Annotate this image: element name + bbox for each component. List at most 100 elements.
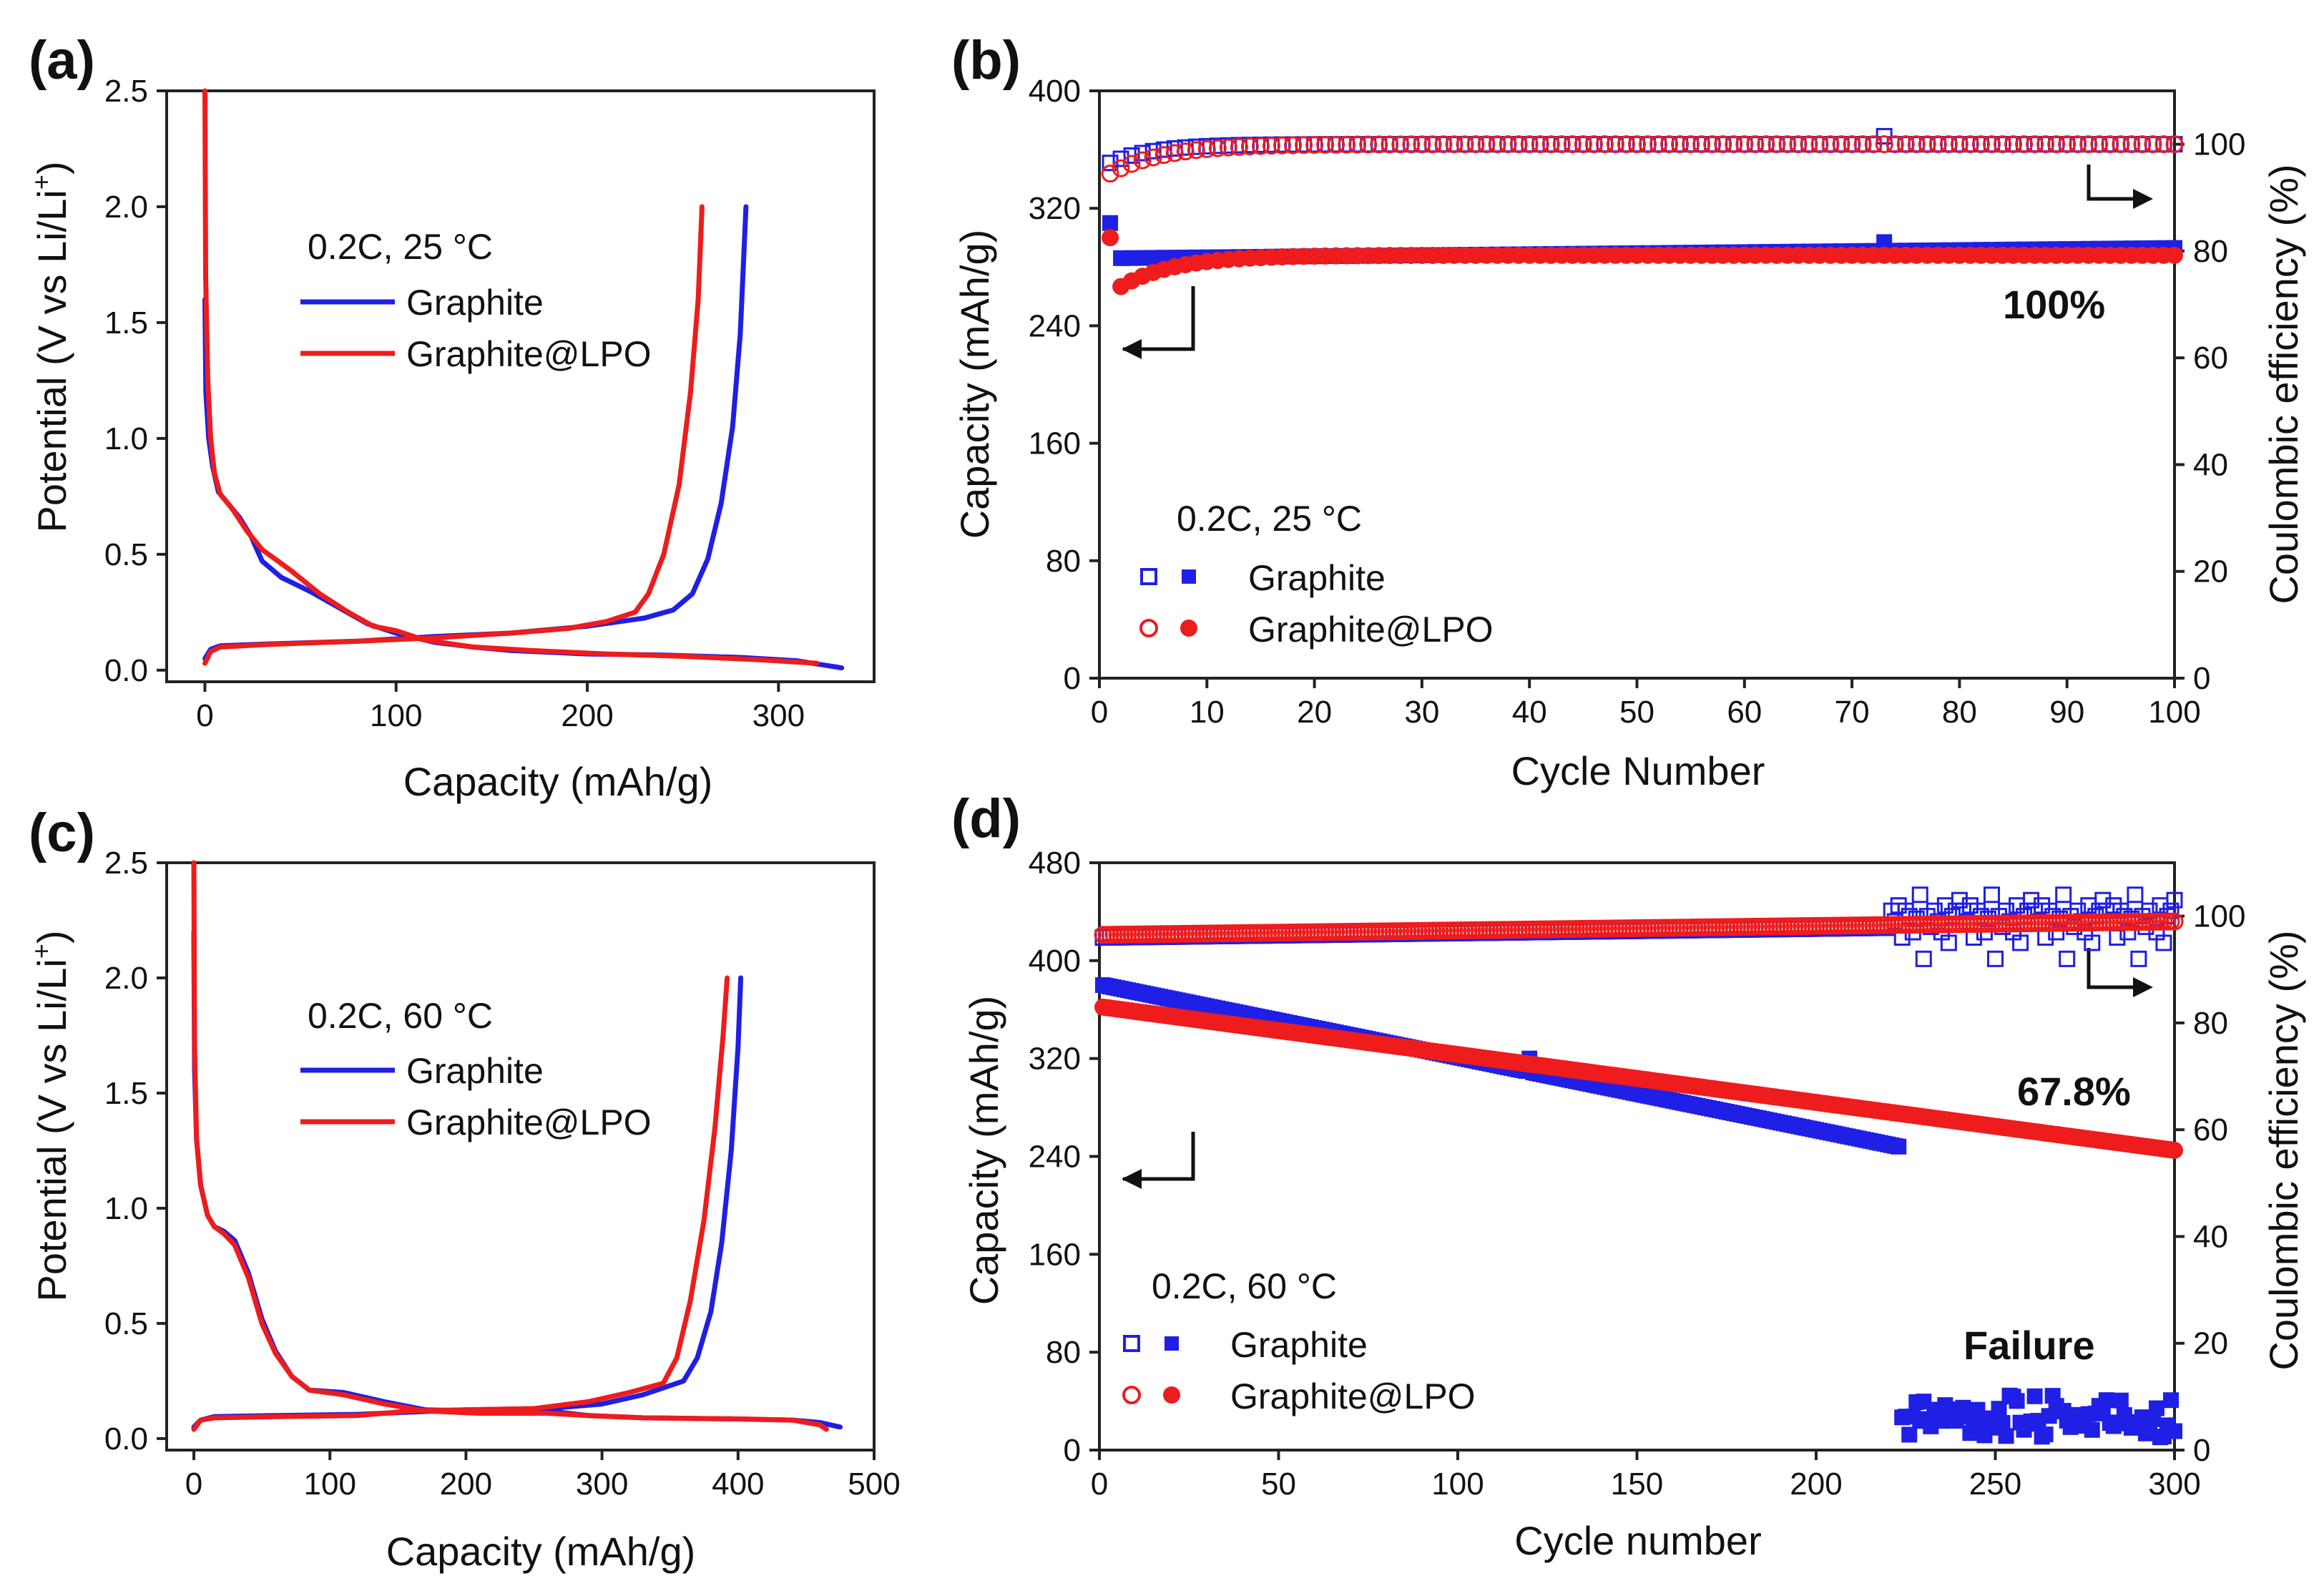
- panel-d-graphite-failure-marker: [1998, 1428, 2014, 1444]
- panel-d-arrow-left-line: [1123, 1132, 1195, 1181]
- panel-a-ylabel-close: ): [29, 161, 74, 175]
- panel-b-graphite-lpo-ce-marker: [2047, 135, 2066, 154]
- panel-d-xtick-label: 250: [1969, 1467, 2021, 1502]
- panel-c-legend-graphite: Graphite: [406, 1051, 544, 1091]
- panel-d-graphite-ce-marker: [2155, 934, 2172, 951]
- panel-b-graphite-lpo-ce-marker: [1230, 137, 1248, 156]
- panel-b-legend-title: 0.2C, 25 °C: [1177, 499, 1362, 539]
- panel-b-graphite-lpo-ce-marker: [1552, 135, 1571, 154]
- panel-d-graphite-failure-marker: [1994, 1415, 2011, 1431]
- panel-b-graphite-lpo-ce-marker: [1789, 135, 1808, 154]
- panel-b-graphite-lpo-ce-marker: [1660, 135, 1679, 154]
- panel-b-graphite-lpo-ce-marker: [1864, 135, 1883, 154]
- panel-d-y2label: Coulombic efficiency (%): [2261, 930, 2306, 1370]
- panel-b-graphite-lpo-ce-marker: [1757, 135, 1775, 154]
- panel-b-graphite-lpo-ce-marker: [1628, 135, 1646, 154]
- panel-d-xtick-label: 50: [1261, 1467, 1296, 1502]
- panel-b-graphite-lpo-ce-marker: [1982, 135, 2001, 154]
- panel-a-ylabel: Potential (V vs Li/Li+): [26, 161, 74, 532]
- panel-a-label: (a): [29, 30, 95, 91]
- panel-b-graphite-lpo-ce-marker: [1219, 138, 1237, 157]
- panel-b-graphite-lpo-ce-marker: [1714, 135, 1732, 154]
- panel-b-graphite-lpo-ce-marker: [1509, 135, 1528, 154]
- panel-d-graphite-failure-marker: [2037, 1426, 2054, 1443]
- panel-d-graphite-failure-marker: [1991, 1401, 2007, 1417]
- panel-a-legend-graphite: Graphite: [406, 283, 544, 323]
- panel-d-graphite-ce-marker: [2059, 950, 2076, 967]
- panel-d-legend-open-square: [1123, 1335, 1140, 1352]
- panel-b-graphite-lpo-ce-marker: [1251, 137, 1270, 155]
- panel-b-graphite-lpo-ce-marker: [2069, 135, 2087, 154]
- panel-b-y2tick-label: 80: [2193, 234, 2228, 269]
- panel-b-legend-lpo: Graphite@LPO: [1248, 610, 1494, 650]
- panel-a: (a) Capacity (mAh/g) Potential (V vs Li/…: [26, 30, 876, 804]
- panel-c-graphite-lpo-charge-line: [191, 975, 730, 1432]
- panel-b-legend-open-square: [1140, 568, 1157, 585]
- panel-d-xtick-label: 200: [1790, 1467, 1842, 1502]
- panel-a-xtick-label: 0: [196, 698, 213, 733]
- panel-b-xtick-label: 60: [1727, 695, 1762, 730]
- panel-b-graphite-lpo-ce-marker: [1122, 155, 1141, 173]
- panel-b-graphite-lpo-ce-marker: [1165, 144, 1184, 162]
- panel-b-graphite-lpo-ce-marker: [1961, 135, 1979, 154]
- panel-d-legend-title: 0.2C, 60 °C: [1152, 1266, 1337, 1306]
- panel-b-graphite-lpo-ce-marker: [1606, 135, 1624, 154]
- panel-d-graphite-ce-marker: [2127, 886, 2144, 904]
- panel-c: (c) Capacity (mAh/g) Potential (V vs Li/…: [26, 803, 901, 1574]
- panel-b-graphite-lpo-ce-marker: [1725, 135, 1743, 154]
- panel-d-label: (d): [951, 788, 1021, 849]
- panel-b-graphite-lpo-ce-marker: [1381, 135, 1399, 154]
- panel-b-graphite-lpo-ce-marker: [2004, 135, 2023, 154]
- panel-d-arrow-right-line: [2087, 948, 2149, 989]
- panel-d-graphite-failure-marker: [2026, 1388, 2043, 1404]
- panel-a-ylabel-sup: +: [26, 175, 56, 190]
- panel-d-graphite-failure-marker: [2009, 1393, 2025, 1409]
- panel-d-graphite-failure-marker: [2084, 1421, 2100, 1438]
- panel-b-graphite-lpo-ce-marker: [1488, 135, 1506, 154]
- panel-b-graphite-lpo-ce-marker: [1735, 135, 1754, 154]
- panel-d-graphite-ce-marker: [1911, 886, 1928, 904]
- panel-d-y2tick-label: 80: [2193, 1006, 2228, 1041]
- panel-b-ytick-label: 160: [1029, 426, 1081, 461]
- panel-b-legend-filled-circle: [1180, 620, 1197, 637]
- panel-d-ytick-label: 480: [1029, 846, 1081, 881]
- panel-b-graphite-lpo-ce-marker: [1101, 165, 1119, 183]
- panel-b-graphite-lpo-ce-marker: [2090, 135, 2109, 154]
- panel-b-label: (b): [951, 30, 1021, 91]
- panel-b-graphite-lpo-ce-marker: [1832, 135, 1850, 154]
- panel-b-y2tick-label: 40: [2193, 447, 2228, 482]
- panel-b-ylabel: Capacity (mAh/g): [952, 230, 997, 539]
- panel-b-graphite-ce-marker: [1112, 150, 1129, 167]
- panel-a-xtick-label: 200: [561, 698, 613, 733]
- panel-c-legend-title: 0.2C, 60 °C: [308, 996, 493, 1036]
- panel-b-ytick-label: 0: [1064, 661, 1081, 696]
- panel-b-graphite-lpo-ce-marker: [2036, 135, 2055, 154]
- panel-b-xtick-label: 40: [1512, 695, 1547, 730]
- panel-d-y2tick-label: 60: [2193, 1112, 2228, 1147]
- panel-d-legend-graphite: Graphite: [1230, 1325, 1368, 1365]
- panel-c-ytick-label: 1.0: [104, 1191, 148, 1226]
- panel-c-label: (c): [29, 803, 95, 863]
- panel-b-graphite-lpo-ce-marker: [2122, 135, 2141, 154]
- panel-b-graphite-lpo-ce-marker: [1595, 135, 1614, 154]
- panel-d-legend-open-circle: [1122, 1386, 1141, 1404]
- panel-d-graphite-ce-marker: [2023, 891, 2040, 909]
- panel-b-y2tick-label: 20: [2193, 554, 2228, 589]
- panel-c-ytick-label: 0.0: [104, 1421, 148, 1457]
- panel-b-ytick-label: 400: [1029, 74, 1081, 109]
- panel-d-xtick-label: 300: [2148, 1467, 2200, 1502]
- panel-b-legend-graphite: Graphite: [1248, 558, 1386, 598]
- panel-b-graphite-lpo-ce-marker: [1370, 135, 1388, 154]
- panel-b-graphite-lpo-ce-marker: [1295, 136, 1313, 155]
- panel-d-graphite-ce-marker: [2130, 950, 2147, 967]
- panel-b-graphite-lpo-ce-marker: [1112, 159, 1130, 177]
- panel-d-legend-filled-circle: [1163, 1386, 1180, 1404]
- panel-c-ylabel: Potential (V vs Li/Li+): [26, 930, 74, 1301]
- panel-b-arrow-left-icon: [1122, 339, 1142, 359]
- panel-d-graphite-failure-marker: [2098, 1392, 2114, 1409]
- panel-b-graphite-lpo-ce-marker: [1778, 135, 1797, 154]
- panel-b-graphite-lpo-ce-marker: [1154, 146, 1173, 165]
- panel-b-graphite-lpo-ce-marker: [1520, 135, 1539, 154]
- panel-b-ytick-label: 80: [1046, 544, 1081, 579]
